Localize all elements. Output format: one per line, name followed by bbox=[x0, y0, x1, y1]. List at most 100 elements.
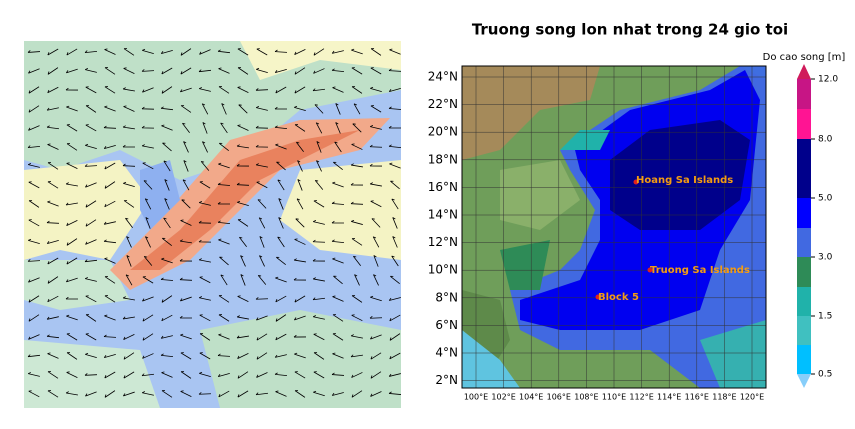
wind-arrow bbox=[65, 296, 79, 300]
wind-arrow bbox=[163, 160, 171, 172]
wind-arrow bbox=[161, 86, 173, 94]
wind-arrow bbox=[125, 217, 133, 229]
wind-arrow bbox=[354, 274, 360, 286]
wind-arrow bbox=[294, 390, 306, 398]
wind-arrow bbox=[122, 87, 135, 92]
wind-arrow bbox=[333, 161, 343, 171]
wind-arrow bbox=[277, 236, 285, 248]
wind-arrow bbox=[237, 86, 249, 93]
wind-arrow bbox=[103, 239, 117, 244]
lon-label: 116°E bbox=[685, 393, 709, 402]
wind-arrow bbox=[84, 277, 97, 282]
lat-label: 22°N bbox=[428, 97, 458, 111]
wind-arrow bbox=[179, 258, 193, 262]
wind-arrow bbox=[47, 390, 59, 398]
wind-arrow bbox=[351, 390, 363, 398]
wind-arrow bbox=[142, 296, 154, 302]
wind-arrow bbox=[297, 179, 303, 191]
wind-arrow bbox=[391, 255, 399, 267]
wind-arrow bbox=[256, 315, 268, 321]
wind-arrow bbox=[332, 352, 344, 359]
wind-arrow bbox=[313, 390, 325, 397]
lon-label: 108°E bbox=[574, 393, 598, 402]
wind-arrow bbox=[239, 236, 247, 248]
wind-arrow bbox=[293, 277, 307, 281]
wind-arrow bbox=[85, 333, 97, 341]
wind-arrow bbox=[142, 333, 154, 341]
wind-arrow bbox=[85, 219, 97, 227]
wind-arrow bbox=[350, 334, 363, 339]
wind-arrow bbox=[388, 106, 402, 110]
wind-arrow bbox=[47, 181, 59, 189]
wind-arrow bbox=[331, 220, 345, 224]
wind-arrow bbox=[144, 198, 152, 210]
wind-arrow bbox=[335, 122, 341, 134]
wind-arrow bbox=[370, 48, 382, 56]
wind-arrow bbox=[312, 315, 325, 320]
wind-arrow bbox=[27, 354, 41, 358]
wind-arrow bbox=[313, 48, 325, 56]
wind-arrow bbox=[258, 217, 266, 229]
wind-arrow bbox=[274, 125, 288, 130]
wind-arrow bbox=[126, 255, 132, 267]
wind-arrow bbox=[389, 352, 401, 360]
wind-arrow bbox=[66, 219, 78, 227]
wind-arrow bbox=[47, 48, 59, 56]
wind-arrow bbox=[217, 353, 231, 357]
wind-arrow bbox=[275, 314, 287, 322]
wind-arrow bbox=[294, 124, 306, 132]
wind-arrow bbox=[104, 276, 116, 284]
lon-label: 120°E bbox=[740, 393, 764, 402]
wind-arrow bbox=[160, 353, 174, 358]
wind-arrow bbox=[373, 255, 379, 267]
wind-arrow bbox=[313, 352, 325, 360]
wind-arrow bbox=[275, 86, 287, 94]
wind-arrow bbox=[350, 163, 363, 168]
wind-arrow bbox=[390, 180, 400, 190]
wind-arrow bbox=[237, 390, 249, 398]
wind-arrow bbox=[370, 86, 382, 93]
wind-arrow bbox=[180, 105, 192, 113]
wind-arrow bbox=[388, 144, 402, 149]
wind-arrow bbox=[199, 181, 211, 189]
wind-arrow bbox=[66, 162, 78, 169]
colorbar-tick-label: 5.0 bbox=[818, 194, 833, 204]
wind-arrow bbox=[142, 276, 154, 284]
wind-arrow bbox=[104, 67, 116, 75]
wind-arrow bbox=[198, 296, 211, 301]
wind-arrow bbox=[351, 372, 363, 378]
wind-arrow bbox=[313, 371, 325, 379]
wind-arrow bbox=[66, 124, 78, 132]
wind-arrow bbox=[160, 277, 174, 281]
wind-arrow bbox=[274, 49, 288, 53]
wind-arrow bbox=[198, 87, 211, 92]
wind-arrow bbox=[145, 236, 151, 248]
wind-arrow bbox=[236, 182, 250, 186]
wind-arrow bbox=[255, 163, 268, 168]
wind-arrow bbox=[180, 390, 192, 398]
wind-arrow bbox=[126, 236, 132, 248]
wind-arrow bbox=[104, 314, 116, 321]
wind-arrow bbox=[391, 198, 399, 210]
wind-arrow bbox=[123, 181, 135, 188]
wind-arrow bbox=[314, 179, 324, 190]
wind-arrow bbox=[180, 67, 192, 75]
wind-arrow bbox=[143, 256, 153, 266]
wind-arrow bbox=[294, 49, 306, 55]
wind-arrow bbox=[236, 335, 249, 339]
wind-arrow bbox=[256, 372, 268, 378]
wind-arrow bbox=[47, 352, 59, 359]
wind-arrow bbox=[66, 143, 78, 151]
wind-arrow bbox=[28, 219, 40, 227]
wind-arrow bbox=[28, 334, 40, 340]
wind-arrow bbox=[28, 125, 40, 131]
wind-arrow bbox=[27, 145, 41, 149]
wind-arrow bbox=[66, 48, 78, 56]
wind-arrow bbox=[237, 353, 249, 359]
wind-arrow bbox=[237, 371, 249, 379]
wind-arrow bbox=[47, 67, 59, 75]
lat-label: 6°N bbox=[435, 318, 458, 332]
wind-arrow bbox=[333, 275, 343, 285]
wind-arrow bbox=[259, 255, 265, 267]
wind-arrow bbox=[142, 353, 154, 359]
